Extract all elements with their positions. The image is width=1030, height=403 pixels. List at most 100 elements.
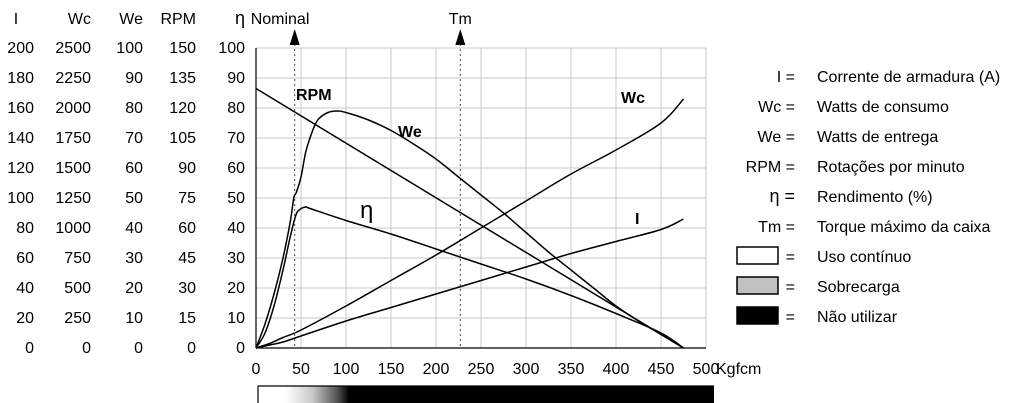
legend-text: Rendimento (%) xyxy=(817,189,933,206)
y-tick-label: 120 xyxy=(169,100,196,117)
legend-text: Torque máximo da caixa xyxy=(817,219,991,236)
series-line-eta xyxy=(255,205,684,349)
y-tick-label: 30 xyxy=(227,250,245,267)
y-tick-label: 70 xyxy=(125,130,143,147)
y-tick-label: 250 xyxy=(64,310,91,327)
y-tick-label: 0 xyxy=(82,340,91,357)
y-tick-label: 0 xyxy=(25,340,34,357)
y-tick-label: 15 xyxy=(178,310,196,327)
legend-text: Watts de consumo xyxy=(817,99,949,116)
y-tick-label: 100 xyxy=(116,40,143,57)
y-tick-label: 10 xyxy=(125,310,143,327)
series-label: Wc xyxy=(621,90,645,107)
legend-key: = xyxy=(786,309,795,326)
y-tick-label: 135 xyxy=(169,70,196,87)
y-tick-label: 20 xyxy=(125,280,143,297)
legend-key: η = xyxy=(769,186,795,206)
series-line-rpm xyxy=(255,87,684,349)
series-label: I xyxy=(635,211,639,228)
y-tick-label: 90 xyxy=(178,160,196,177)
y-tick-label: 50 xyxy=(227,190,245,207)
y-tick-label: 75 xyxy=(178,190,196,207)
y-tick-label: 2250 xyxy=(55,70,91,87)
y-tick-label: 45 xyxy=(178,250,196,267)
y-tick-label: 750 xyxy=(64,250,91,267)
y-tick-label: 1750 xyxy=(55,130,91,147)
y-tick-label: 80 xyxy=(16,220,34,237)
y-tick-label: 50 xyxy=(125,190,143,207)
legend-text: Rotações por minuto xyxy=(817,159,965,176)
y-tick-label: 150 xyxy=(169,40,196,57)
legend-swatch xyxy=(736,276,779,295)
y-tick-label: 40 xyxy=(125,220,143,237)
usage-gradient-bar xyxy=(258,386,714,403)
legend-key: Tm = xyxy=(758,219,795,236)
y-tick-label: 2500 xyxy=(55,40,91,57)
y-tick-label: 0 xyxy=(134,340,143,357)
y-tick-label: 40 xyxy=(16,280,34,297)
x-tick-label: 350 xyxy=(558,361,585,378)
x-tick-label: 150 xyxy=(378,361,405,378)
legend-key: Wc = xyxy=(758,99,795,116)
usage-zone-bar xyxy=(257,385,714,403)
y-tick-label: 90 xyxy=(227,70,245,87)
series-line-wc xyxy=(255,98,685,349)
y-tick-label: 1250 xyxy=(55,190,91,207)
x-tick-label: 450 xyxy=(648,361,675,378)
x-tick-label: 300 xyxy=(513,361,540,378)
y-tick-label: 20 xyxy=(16,310,34,327)
legend: I = Corrente de armadura (A) Wc = Watts de … xyxy=(736,69,1000,326)
legend-key: = xyxy=(786,279,795,296)
y-tick-label: 80 xyxy=(227,100,245,117)
marker-arrow-icon xyxy=(455,29,466,45)
y-tick-label: 100 xyxy=(7,190,34,207)
y-tick-label: 60 xyxy=(125,160,143,177)
legend-key: We = xyxy=(758,129,796,146)
y-tick-label: 120 xyxy=(7,160,34,177)
marker-arrow-icon xyxy=(289,29,300,45)
x-tick-label: 250 xyxy=(468,361,495,378)
series-label: RPM xyxy=(296,87,332,104)
x-tick-label: 200 xyxy=(423,361,450,378)
x-tick-label: 0 xyxy=(252,361,261,378)
y-scale-header: η xyxy=(235,8,245,28)
y-scale-header: Wc xyxy=(68,11,91,28)
legend-text: Sobrecarga xyxy=(817,279,900,296)
y-tick-label: 10 xyxy=(227,310,245,327)
y-tick-label: 70 xyxy=(227,130,245,147)
y-tick-label: 2000 xyxy=(55,100,91,117)
y-tick-label: 60 xyxy=(16,250,34,267)
y-tick-label: 0 xyxy=(236,340,245,357)
legend-key: RPM = xyxy=(746,159,795,176)
x-unit-label: Kgfcm xyxy=(716,361,761,378)
y-tick-label: 80 xyxy=(125,100,143,117)
y-tick-label: 40 xyxy=(227,220,245,237)
y-scale-header: We xyxy=(119,11,143,28)
y-tick-label: 105 xyxy=(169,130,196,147)
legend-swatch xyxy=(736,246,779,265)
y-axis-scales: I200180160140120100806040200Wc2500225020… xyxy=(7,8,245,357)
y-scale-header: I xyxy=(14,11,18,28)
y-tick-label: 60 xyxy=(178,220,196,237)
y-scale-header: RPM xyxy=(160,11,196,28)
y-tick-label: 30 xyxy=(178,280,196,297)
y-tick-label: 160 xyxy=(7,100,34,117)
x-tick-label: 100 xyxy=(333,361,360,378)
y-tick-label: 30 xyxy=(125,250,143,267)
legend-key: = xyxy=(786,249,795,266)
x-tick-label: 500 xyxy=(693,361,720,378)
y-tick-label: 90 xyxy=(125,70,143,87)
y-tick-label: 200 xyxy=(7,40,34,57)
legend-text: Não utilizar xyxy=(817,309,898,326)
y-tick-label: 140 xyxy=(7,130,34,147)
y-tick-label: 1000 xyxy=(55,220,91,237)
series-line-we xyxy=(255,110,684,349)
series-label: We xyxy=(398,124,422,141)
y-tick-label: 500 xyxy=(64,280,91,297)
x-tick-label: 50 xyxy=(292,361,310,378)
legend-text: Uso contínuo xyxy=(817,249,911,266)
y-tick-label: 180 xyxy=(7,70,34,87)
marker-label: Nominal xyxy=(251,11,310,28)
